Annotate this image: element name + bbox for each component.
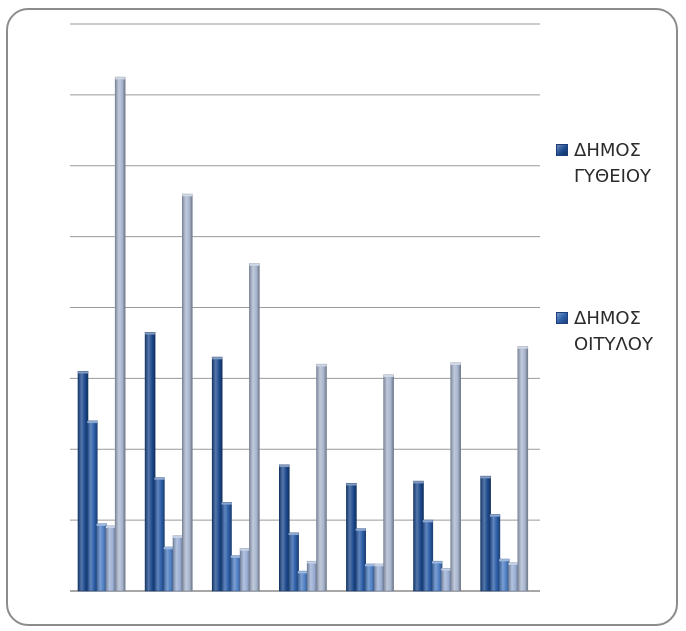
bar-s3-c1 [172,535,184,592]
bar-s0-c6 [480,475,491,592]
bar-cap-s4-c3 [316,364,327,367]
bar-cap-s4-c6 [517,346,528,349]
bar-cap-s1-c0 [87,420,98,424]
bar-s0-c5 [413,480,424,592]
bar-cap-s2-c2 [230,555,241,558]
bar-cap-s3-c3 [307,561,318,564]
bar-s1-c4 [355,528,367,592]
bar-cap-s2-c3 [297,571,308,574]
bar-s2-c5 [431,560,443,592]
bars [77,76,529,592]
bar-cap-s0-c2 [212,357,223,360]
bar-cap-s4-c1 [182,194,193,197]
legend-item-oitylo: ΔΗΜΟΣ ΟΙΤΥΛΟΥ [556,306,684,358]
bar-s3-c5 [441,568,452,592]
bar-cap-s2-c4 [365,564,375,567]
bar-cap-s0-c0 [78,371,88,374]
bar-cap-s4-c2 [249,263,260,266]
bar-s2-c2 [230,555,242,592]
bar-s1-c2 [221,502,232,592]
legend-item-gytheio: ΔΗΜΟΣ ΓΥΘΕΙΟΥ [556,138,684,190]
bar-s4-c3 [316,363,327,592]
bar-cap-s1-c6 [489,514,500,517]
bar-cap-s1-c5 [422,520,433,523]
bar-cap-s3-c1 [173,535,183,538]
bar-cap-s0-c1 [145,332,156,335]
bar-s3-c4 [373,563,385,592]
bar-s2-c3 [297,570,309,592]
bar-cap-s1-c4 [355,528,366,531]
bar-cap-s0-c4 [346,483,357,486]
bar-cap-s4-c0 [115,77,126,80]
legend-swatch-gytheio [556,144,568,156]
legend-swatch-oitylo [556,312,568,324]
bar-cap-s0-c6 [480,476,491,479]
bar-cap-s2-c6 [499,559,510,562]
bar-s3-c2 [239,548,251,592]
bar-cap-s1-c2 [221,502,232,505]
bar-s2-c6 [498,558,510,592]
bar-cap-s2-c1 [163,547,174,550]
bar-s0-c2 [211,356,223,592]
bar-cap-s3-c0 [105,525,116,528]
bar-s4-c4 [383,374,394,592]
bar-s2-c0 [96,523,107,592]
bar-cap-s1-c3 [288,532,299,536]
bar-s1-c5 [422,519,434,592]
bar-cap-s0-c5 [413,481,424,484]
bar-s1-c0 [87,420,98,592]
bar-cap-s2-c5 [432,561,443,564]
bar-s1-c1 [154,477,165,592]
bar-s0-c0 [77,370,89,592]
bar-cap-s3-c4 [374,564,385,567]
bar-s1-c3 [288,532,299,592]
bar-s2-c1 [163,546,174,592]
bar-s3-c0 [105,525,117,592]
bar-s2-c4 [364,563,376,592]
bar-s1-c6 [489,514,501,592]
bar-s4-c0 [114,76,126,592]
bar-cap-s4-c4 [383,374,394,378]
bar-s0-c3 [278,464,290,592]
bar-s0-c4 [346,482,357,592]
bar-s0-c1 [144,332,156,592]
bar-s4-c1 [182,193,193,592]
bar-s3-c6 [508,562,519,592]
bar-cap-s1-c1 [154,477,165,480]
bar-cap-s3-c5 [441,568,452,571]
bar-s3-c3 [306,560,318,592]
bar-cap-s3-c2 [240,548,251,551]
bar-s4-c6 [517,346,529,592]
bar-cap-s0-c3 [279,464,290,468]
bar-cap-s3-c6 [508,562,519,565]
bar-s4-c2 [249,263,260,592]
grid-lines [70,23,540,592]
bar-cap-s4-c5 [450,362,461,365]
legend-label-oitylo: ΔΗΜΟΣ ΟΙΤΥΛΟΥ [574,308,653,355]
bar-cap-s2-c0 [96,523,107,526]
legend-label-gytheio: ΔΗΜΟΣ ΓΥΘΕΙΟΥ [574,140,652,187]
bar-s4-c5 [450,362,462,592]
